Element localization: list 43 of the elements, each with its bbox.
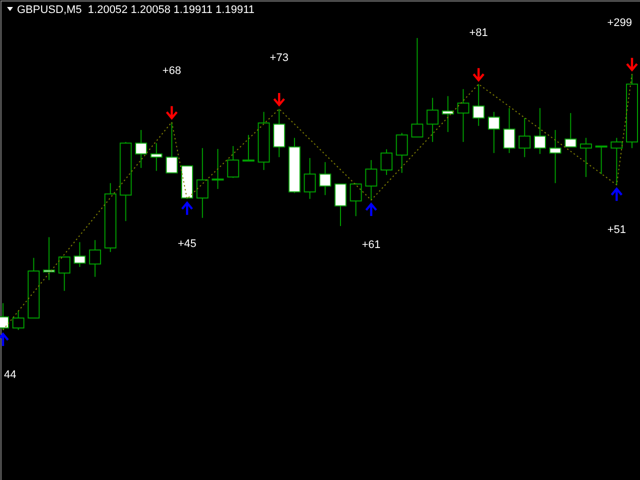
candlestick — [426, 97, 439, 142]
candlestick — [488, 111, 500, 154]
candlestick — [564, 112, 577, 148]
candlestick — [43, 236, 56, 281]
candlestick — [380, 148, 393, 176]
chart-title: GBPUSD,M5 1.20052 1.20058 1.19911 1.19911 — [17, 4, 254, 16]
candlestick — [396, 132, 408, 174]
candlestick — [518, 118, 531, 158]
candlestick — [411, 38, 424, 138]
candlestick — [503, 108, 516, 154]
candlestick — [610, 137, 623, 186]
candlestick — [319, 162, 332, 196]
candlestick — [304, 158, 316, 200]
candlestick — [442, 96, 454, 133]
candlestick — [58, 256, 70, 292]
annotation: +51 — [607, 224, 626, 236]
candlestick — [549, 129, 562, 184]
candlestick — [242, 134, 254, 162]
candlestick — [334, 184, 347, 227]
candlestick — [595, 146, 608, 175]
candlestick — [227, 146, 240, 178]
text: 44 — [4, 369, 16, 381]
candlestick — [457, 88, 470, 142]
candlestick — [472, 84, 485, 126]
annotation: +45 — [178, 238, 196, 250]
candlestick — [74, 242, 86, 268]
annotation: +61 — [362, 239, 381, 252]
annotation: +81 — [469, 27, 488, 40]
candlestick — [212, 148, 224, 190]
candlestick — [273, 108, 286, 158]
candlestick — [350, 182, 362, 217]
candlestick — [365, 160, 378, 201]
annotation: +68 — [162, 65, 182, 78]
annotation: +73 — [270, 52, 288, 64]
candlestick — [135, 129, 148, 168]
text: +299 — [607, 16, 632, 29]
candlestick — [12, 310, 24, 330]
candlestick — [196, 148, 208, 218]
candlestick — [534, 108, 546, 154]
candlestick — [166, 122, 178, 174]
candlestick — [150, 142, 162, 172]
candlestick — [89, 240, 102, 278]
candlestick — [580, 137, 592, 178]
